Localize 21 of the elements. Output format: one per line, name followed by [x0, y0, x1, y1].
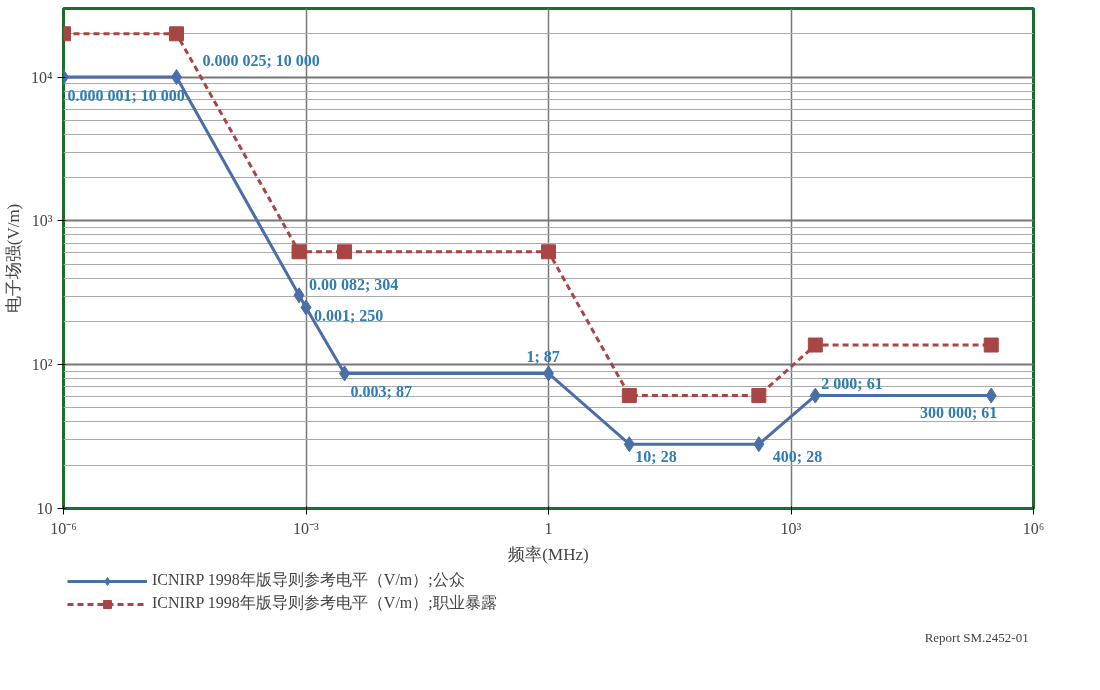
x-axis-title: 频率(MHz)	[508, 544, 589, 564]
x-tick-label: 10⁻⁶	[50, 519, 77, 537]
x-tick-label: 10³	[780, 519, 802, 537]
y-axis-title: 电子场强(V/m)	[3, 203, 23, 314]
x-tick-label: 10⁻³	[293, 519, 320, 537]
legend-label: ICNIRP 1998年版导则参考电平（V/m）;职业暴露	[152, 593, 497, 613]
data-label: 10; 28	[635, 448, 677, 466]
data-label: 2 000; 61	[821, 374, 883, 392]
data-label: 0.00 082; 304	[309, 276, 399, 294]
text: Report SM.2452-01	[924, 629, 1029, 645]
data-label: 300 000; 61	[919, 403, 998, 421]
legend-label: ICNIRP 1998年版导则参考电平（V/m）;公众	[152, 570, 465, 590]
data-label: 0.000 001; 10 000	[67, 87, 185, 105]
y-tick-label: 10³	[31, 212, 53, 230]
x-tick-label: 1	[544, 519, 553, 537]
data-label: 0.001; 250	[314, 307, 384, 325]
y-tick-label: 10	[36, 500, 53, 517]
y-tick-label: 10⁴	[30, 68, 53, 86]
x-tick-label: 10⁶	[1022, 519, 1045, 537]
y-tick-label: 10²	[31, 356, 53, 374]
data-label: 0.003; 87	[350, 383, 412, 401]
